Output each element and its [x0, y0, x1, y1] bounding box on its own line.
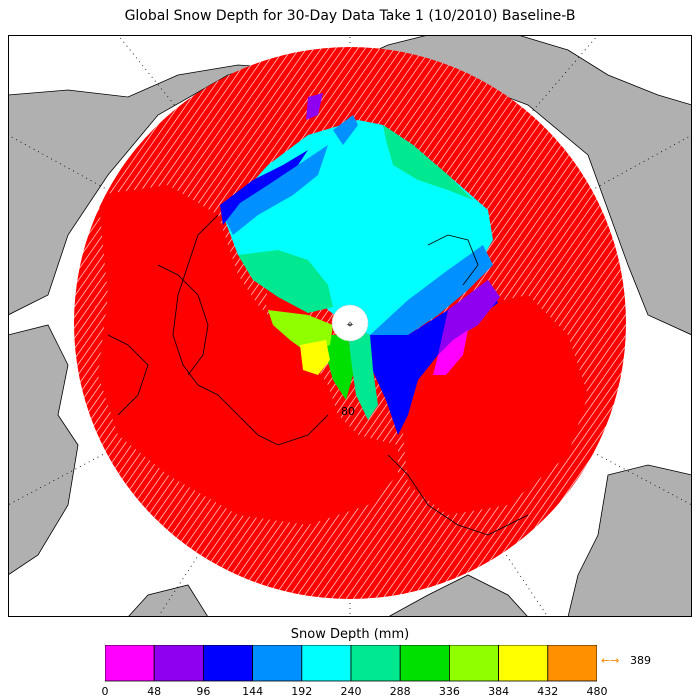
- colorbar-tick-label: 480: [586, 685, 608, 698]
- land-snow-west: [98, 185, 398, 525]
- zone-144-192-north: [333, 115, 358, 145]
- pole-marker-icon: ⌖: [347, 317, 354, 331]
- colorbar-tick-label: 48: [147, 685, 162, 698]
- coastlines: [107, 214, 529, 536]
- colorbar-title: Snow Depth (mm): [290, 627, 410, 642]
- colorbar-tick-label: 288: [389, 685, 411, 698]
- colorbar-swatch-1: [153, 645, 204, 682]
- colorbar-swatch-9: [547, 645, 597, 682]
- zone-240-288-north: [383, 125, 473, 200]
- snow-depth-zones: [220, 93, 500, 435]
- colorbar-swatch-5: [350, 645, 401, 682]
- colorbar-tick-label: 336: [438, 685, 460, 698]
- colorbar: [105, 645, 597, 682]
- max-value-arrow-icon: ←→: [601, 654, 620, 667]
- colorbar-swatch-0: [105, 645, 155, 682]
- colorbar-tick-label: 432: [537, 685, 559, 698]
- colorbar-tick-label: 240: [340, 685, 362, 698]
- colorbar-tick-label: 144: [242, 685, 264, 698]
- zone-48-96-north: [306, 93, 323, 120]
- zone-384-432: [300, 340, 330, 375]
- zone-96-144-west: [220, 150, 308, 225]
- zone-0-48-east: [433, 330, 468, 375]
- zone-48-96-east: [438, 280, 500, 355]
- colorbar-tick-label: 0: [101, 685, 109, 698]
- colorbar-swatch-7: [448, 645, 499, 682]
- pole-circle: [331, 304, 369, 342]
- zone-144-192-west: [223, 145, 328, 235]
- map-title: Global Snow Depth for 30-Day Data Take 1…: [124, 8, 576, 24]
- max-value-label: 389: [630, 654, 651, 667]
- colorbar-tick-label: 96: [196, 685, 211, 698]
- land-outside-disk: [8, 35, 692, 617]
- snow-depth-map: ⌖ 80: [8, 35, 692, 617]
- map-frame: [8, 35, 692, 617]
- colorbar-swatch-2: [203, 645, 254, 682]
- zone-240-288-west: [238, 250, 333, 313]
- colorbar-swatch-3: [252, 645, 303, 682]
- colorbar-swatch-4: [301, 645, 352, 682]
- colorbar-swatch-8: [498, 645, 549, 682]
- zone-288-336: [326, 335, 353, 400]
- colorbar-tick-label: 192: [291, 685, 313, 698]
- latitude-label: 80: [341, 405, 355, 418]
- colorbar-tick-label: 384: [488, 685, 510, 698]
- zone-144-192-east: [370, 245, 493, 335]
- colorbar-swatch-6: [399, 645, 450, 682]
- zone-240-288-south: [348, 325, 378, 420]
